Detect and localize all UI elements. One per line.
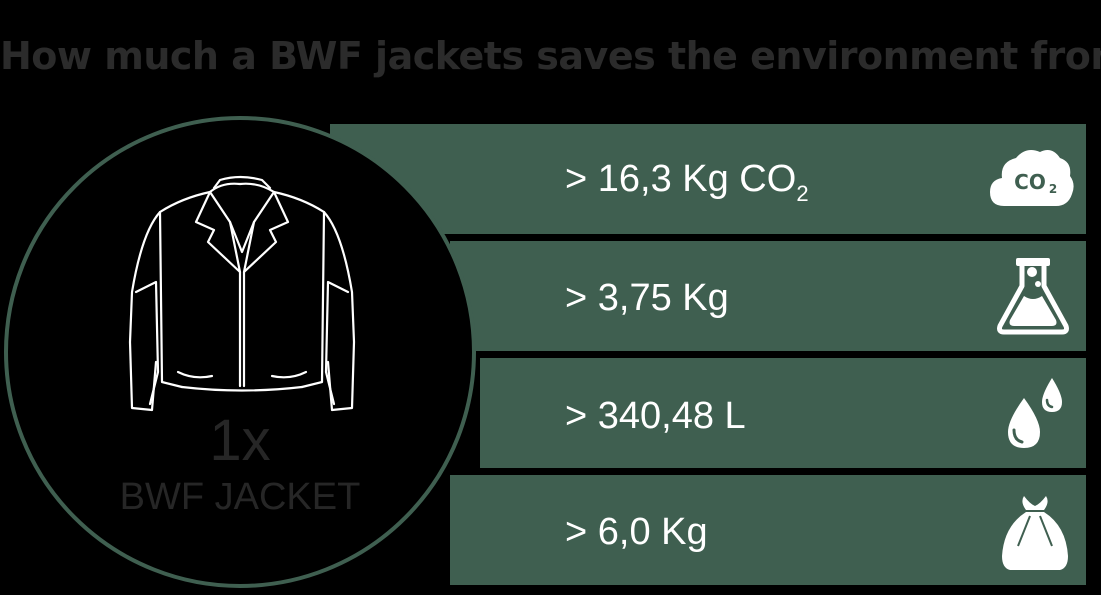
svg-text:CO: CO bbox=[1014, 170, 1046, 194]
stat-waste-label: > 6,0 Kg bbox=[565, 511, 708, 553]
stat-band-co2 bbox=[330, 124, 1086, 234]
product-quantity: 1x bbox=[209, 408, 271, 473]
trash-bag-icon bbox=[1002, 496, 1068, 570]
stat-water-label: > 340,48 L bbox=[565, 395, 746, 437]
stat-band-chemicals bbox=[450, 241, 1086, 351]
stat-co2-subscript: 2 bbox=[796, 181, 809, 206]
stat-co2-label: > 16,3 Kg CO2 bbox=[565, 160, 809, 205]
water-drops-icon bbox=[1008, 378, 1062, 448]
co2-cloud-icon: CO 2 bbox=[990, 150, 1074, 206]
jacket-icon bbox=[128, 175, 356, 412]
stat-chemicals-label: > 3,75 Kg bbox=[565, 277, 729, 319]
page-title: How much a BWF jackets saves the environ… bbox=[0, 34, 1101, 78]
svg-text:2: 2 bbox=[1049, 182, 1057, 196]
stat-band-waste bbox=[450, 475, 1086, 585]
stat-co2-value: > 16,3 Kg CO bbox=[565, 158, 797, 200]
product-name: BWF JACKET bbox=[119, 476, 361, 518]
chemical-flask-icon bbox=[997, 258, 1069, 335]
stat-band-water bbox=[480, 358, 1086, 468]
